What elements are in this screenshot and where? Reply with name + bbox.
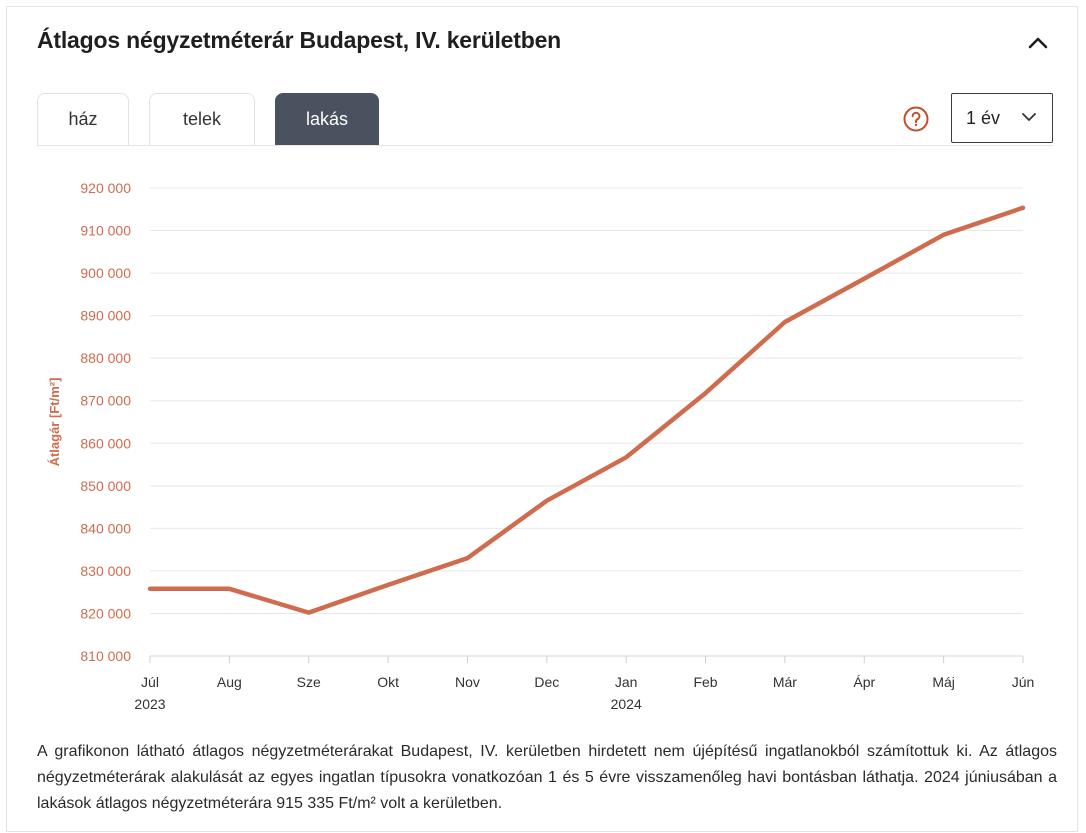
y-tick-label: 860 000 (80, 435, 131, 451)
chart-description: A grafikonon látható átlagos négyzetméte… (37, 743, 1057, 812)
x-tick-label: Júl (141, 674, 159, 690)
y-tick-label: 850 000 (80, 478, 131, 494)
help-button[interactable] (903, 106, 929, 132)
y-tick-label: 920 000 (80, 180, 131, 196)
tab-label: ház (68, 109, 98, 129)
y-tick-label: 840 000 (80, 520, 131, 536)
y-axis-label: Átlagár [Ft/m²] (47, 378, 62, 467)
price-card: Átlagos négyzetméterár Budapest, IV. ker… (6, 6, 1078, 832)
y-tick-label: 890 000 (80, 308, 131, 324)
tabs-divider (37, 145, 1053, 146)
card-title: Átlagos négyzetméterár Budapest, IV. ker… (37, 27, 562, 53)
tab-lakas[interactable]: lakás (275, 93, 379, 145)
x-tick-label: Ápr (853, 674, 875, 690)
period-select[interactable]: 1 év (951, 93, 1053, 143)
collapse-button[interactable] (1023, 27, 1053, 57)
y-tick-label: 870 000 (80, 393, 131, 409)
x-year-label: 2023 (134, 696, 165, 712)
x-tick-label: Aug (217, 674, 242, 690)
x-tick-label: Máj (932, 674, 955, 690)
x-year-label: 2024 (611, 696, 642, 712)
tab-haz[interactable]: ház (37, 93, 129, 145)
tab-label: telek (182, 109, 222, 129)
y-tick-label: 830 000 (80, 563, 131, 579)
chevron-down-icon (1022, 113, 1036, 121)
x-tick-label: Feb (693, 674, 717, 690)
question-circle-icon (903, 106, 929, 132)
period-select-value: 1 év (966, 108, 1001, 128)
y-tick-label: 900 000 (80, 265, 131, 281)
tab-label: lakás (305, 109, 349, 129)
x-tick-label: Nov (455, 674, 480, 690)
x-tick-label: Sze (297, 674, 321, 690)
x-tick-label: Jún (1012, 674, 1035, 690)
series-line (147, 205, 1026, 615)
y-tick-label: 810 000 (80, 648, 131, 664)
x-tick-label: Dec (534, 674, 559, 690)
y-tick-label: 880 000 (80, 350, 131, 366)
x-tick-label: Már (773, 674, 797, 690)
y-tick-label: 910 000 (80, 223, 131, 239)
price-line-chart: 810 000 820 000 830 000 840 000 850 000 860 0… (47, 180, 1035, 712)
x-tick-label: Jan (615, 674, 638, 690)
y-tick-label: 820 000 (80, 605, 131, 621)
tab-telek[interactable]: telek (149, 93, 255, 145)
chevron-up-icon (1028, 37, 1048, 49)
x-tick-label: Okt (377, 674, 399, 690)
